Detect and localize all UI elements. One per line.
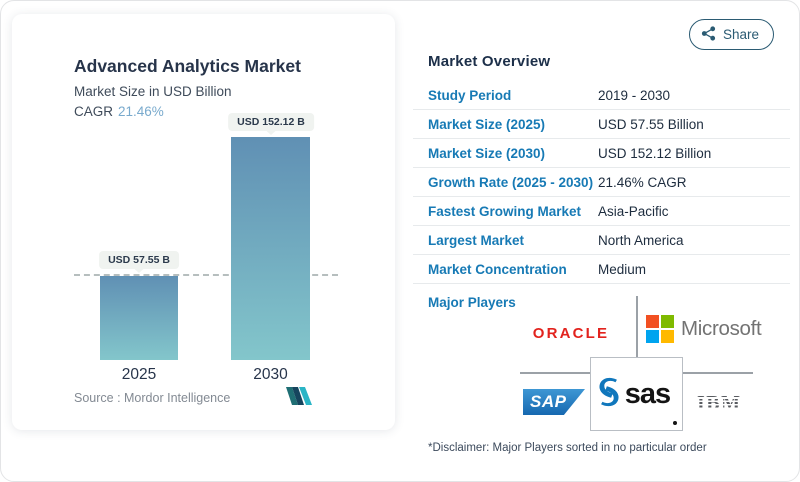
sas-mark-dot bbox=[673, 421, 678, 425]
row-label: Market Size (2025) bbox=[428, 116, 546, 132]
microsoft-logo: Microsoft bbox=[646, 315, 762, 343]
sap-wordmark: SAP bbox=[530, 392, 567, 411]
bar-2030 bbox=[231, 137, 310, 360]
connector-vertical-line bbox=[636, 296, 638, 358]
table-row: Market Size (2030) USD 152.12 Billion bbox=[413, 139, 790, 168]
table-row: Market Size (2025) USD 57.55 Billion bbox=[413, 110, 790, 139]
share-icon bbox=[701, 25, 716, 44]
row-label: Study Period bbox=[428, 87, 512, 103]
table-row: Market Concentration Medium bbox=[413, 255, 790, 284]
row-value: Medium bbox=[598, 261, 647, 277]
x-axis-label-2030: 2030 bbox=[253, 366, 288, 383]
cagr-value: 21.46% bbox=[118, 104, 164, 119]
major-players-disclaimer: *Disclaimer: Major Players sorted in no … bbox=[428, 442, 707, 454]
sas-wordmark: sas bbox=[624, 377, 671, 410]
bar-value-label-2030: USD 152.12 B bbox=[228, 113, 314, 131]
market-size-chart-card: Advanced Analytics Market Market Size in… bbox=[12, 14, 395, 430]
share-button-label: Share bbox=[723, 27, 760, 42]
microsoft-squares-icon bbox=[646, 315, 674, 343]
chart-title: Advanced Analytics Market bbox=[74, 56, 301, 76]
row-label: Largest Market bbox=[428, 232, 525, 248]
cagr-label: CAGR bbox=[74, 104, 114, 119]
row-value: USD 152.12 Billion bbox=[598, 145, 712, 161]
major-players-section: Major Players ORACLE Microsoft sas S bbox=[413, 286, 791, 436]
sas-s-icon bbox=[596, 375, 622, 414]
microsoft-wordmark: Microsoft bbox=[681, 317, 762, 340]
bar-value-label-2025: USD 57.55 B bbox=[99, 251, 179, 269]
bar-2025 bbox=[100, 276, 178, 360]
row-value: Asia-Pacific bbox=[598, 203, 669, 219]
row-label: Growth Rate (2025 - 2030) bbox=[428, 174, 594, 190]
mordor-intelligence-logo-icon bbox=[286, 387, 312, 410]
table-row: Study Period 2019 - 2030 bbox=[413, 81, 790, 110]
sap-logo: SAP bbox=[523, 389, 585, 415]
row-label: Market Concentration bbox=[428, 261, 567, 277]
market-overview-table: Study Period 2019 - 2030 Market Size (20… bbox=[413, 81, 790, 284]
row-value: USD 57.55 Billion bbox=[598, 116, 704, 132]
table-row: Largest Market North America bbox=[413, 226, 790, 255]
row-label: Fastest Growing Market bbox=[428, 203, 582, 219]
row-value: North America bbox=[598, 232, 684, 248]
reference-dashed-line bbox=[74, 274, 338, 276]
ibm-logo: IBM bbox=[697, 392, 742, 414]
chart-subtitle: Market Size in USD Billion bbox=[74, 84, 232, 99]
x-axis-label-2025: 2025 bbox=[121, 366, 157, 383]
sas-logo-box: sas bbox=[590, 357, 683, 431]
oracle-logo: ORACLE bbox=[532, 325, 610, 342]
chart-source: Source : Mordor Intelligence bbox=[74, 391, 231, 405]
table-row: Fastest Growing Market Asia-Pacific bbox=[413, 197, 790, 226]
table-row: Growth Rate (2025 - 2030) 21.46% CAGR bbox=[413, 168, 790, 197]
row-label: Market Size (2030) bbox=[428, 145, 546, 161]
chart-cagr-line: CAGR 21.46% bbox=[74, 104, 164, 119]
share-button[interactable]: Share bbox=[689, 19, 775, 50]
major-players-label: Major Players bbox=[428, 295, 516, 310]
row-value: 2019 - 2030 bbox=[598, 87, 671, 103]
row-value: 21.46% CAGR bbox=[598, 174, 687, 190]
market-overview-heading: Market Overview bbox=[428, 53, 551, 70]
